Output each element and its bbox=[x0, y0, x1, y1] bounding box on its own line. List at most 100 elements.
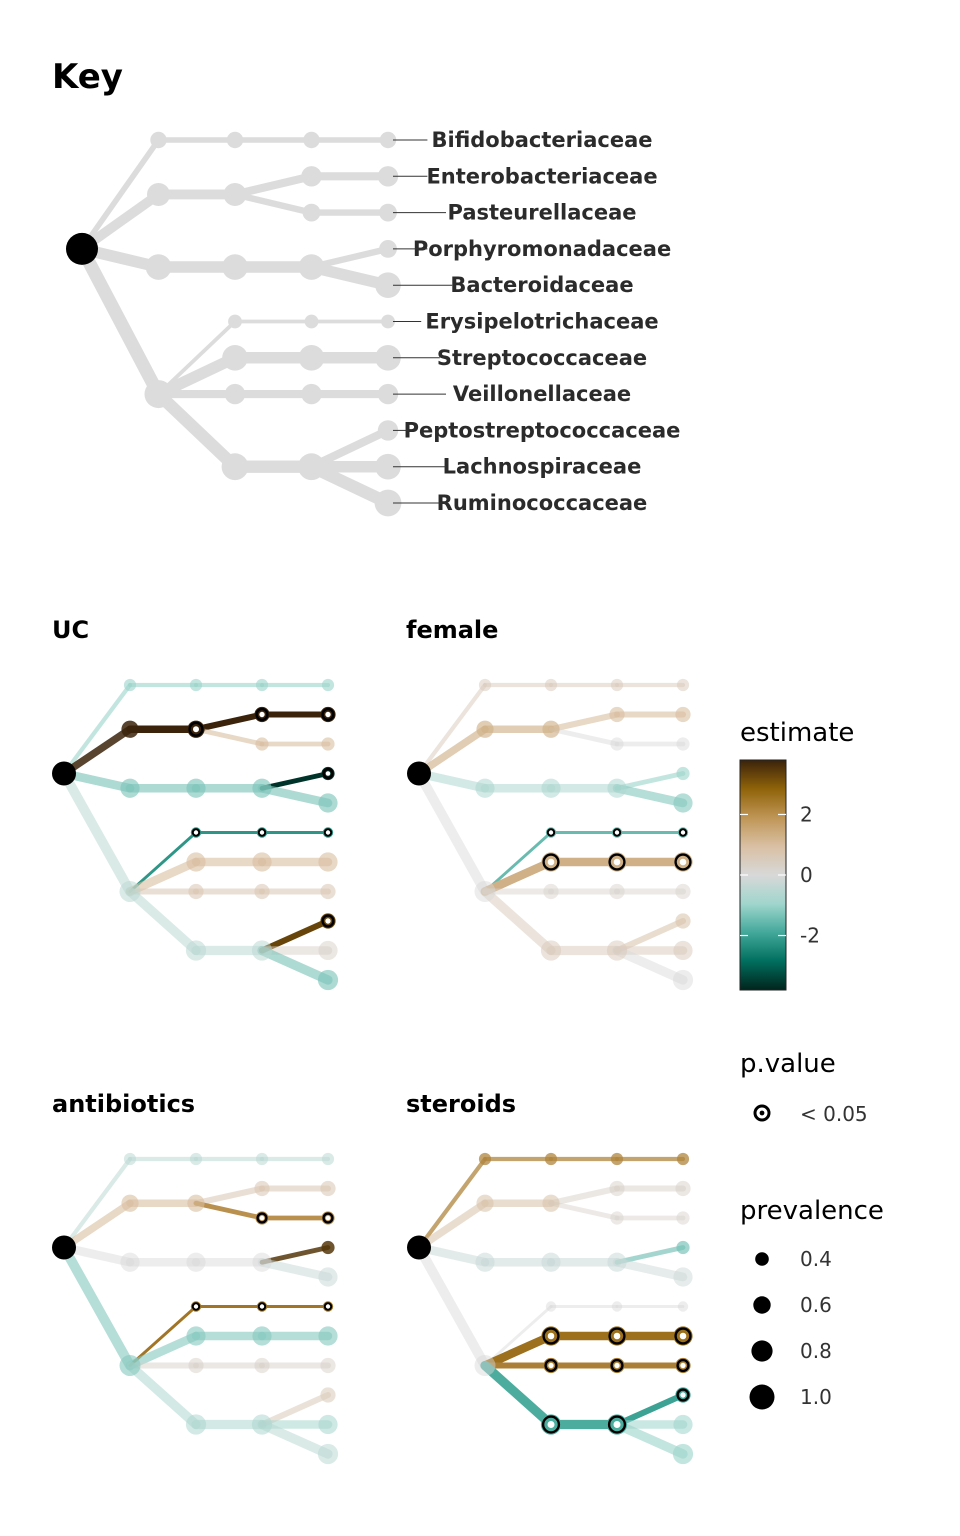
tree-node-H5 bbox=[672, 969, 694, 991]
tree-node-H2 bbox=[251, 940, 273, 961]
tree-node-A bbox=[150, 131, 167, 149]
significance-dot-G3 bbox=[680, 1362, 686, 1369]
prevalence-symbol bbox=[751, 1340, 773, 1362]
family-label: Bifidobacteriaceae bbox=[432, 128, 653, 152]
tree-node-H3 bbox=[377, 420, 399, 441]
tree-node-F3 bbox=[318, 1326, 338, 1346]
tree-node-H4 bbox=[318, 940, 338, 961]
tree-edge-H1 bbox=[480, 1360, 556, 1430]
tree-edge-H5 bbox=[257, 945, 333, 985]
tree-node-A3 bbox=[610, 1152, 624, 1166]
colorbar-tick-label: 2 bbox=[800, 802, 813, 826]
tree-node-C5 bbox=[375, 272, 401, 299]
significance-dot-B4 bbox=[259, 1215, 265, 1221]
significance-dot-E3 bbox=[325, 830, 331, 835]
tree-edge-H3 bbox=[613, 917, 687, 954]
family-label: Ruminococcaceae bbox=[437, 491, 648, 515]
tree-node-G1 bbox=[543, 883, 559, 900]
prevalence-symbol bbox=[755, 1252, 769, 1266]
tree-edge-B bbox=[60, 1199, 134, 1252]
tree-node-B3a bbox=[320, 1180, 336, 1197]
tree-node-C bbox=[120, 1252, 140, 1272]
tree-edge-D bbox=[414, 1242, 490, 1371]
tree-node-E3 bbox=[381, 314, 395, 329]
significance-ring-G3 bbox=[676, 1358, 690, 1373]
tree-root-node bbox=[407, 761, 431, 786]
tree-node-H2 bbox=[251, 1414, 273, 1435]
tree-node-B3 bbox=[254, 1180, 270, 1197]
tree-edge-E1 bbox=[128, 1305, 198, 1367]
tree-edge-B3 bbox=[547, 711, 621, 733]
tree-node-F1 bbox=[186, 852, 206, 872]
tree-edge-B3 bbox=[230, 172, 316, 199]
key-title: Key bbox=[52, 57, 123, 97]
tree-node-B4 bbox=[610, 737, 624, 751]
tree-node-H5 bbox=[317, 969, 339, 991]
tree-edge-F1 bbox=[125, 1331, 201, 1370]
significance-ring-G2 bbox=[610, 1358, 624, 1373]
tree-edge-E1 bbox=[128, 831, 198, 893]
tree-node-B3 bbox=[609, 1180, 625, 1197]
tree-node-A4 bbox=[676, 1152, 690, 1166]
tree-edge-C4 bbox=[614, 771, 686, 791]
tree-node-H5 bbox=[317, 1443, 339, 1465]
tree-edge-F1 bbox=[125, 857, 201, 896]
significance-dot-H3 bbox=[325, 918, 331, 924]
tree-node-B3a bbox=[675, 706, 691, 723]
tree-node-C2 bbox=[541, 1252, 561, 1272]
tree-edge-B3 bbox=[547, 1185, 621, 1207]
tree-edge-B4 bbox=[548, 1200, 620, 1221]
tree-edge-B4 bbox=[193, 726, 265, 747]
prevalence-symbol bbox=[749, 1384, 775, 1410]
tree-node-C3 bbox=[607, 1252, 627, 1272]
family-label: Pasteurellaceae bbox=[448, 201, 637, 225]
tree-node-C bbox=[145, 254, 172, 280]
tree-edge-F1 bbox=[480, 857, 556, 896]
significance-ring-F3 bbox=[674, 853, 692, 871]
significance-ring-E1 bbox=[546, 828, 556, 837]
significance-ring-F1 bbox=[542, 853, 560, 871]
tree-node-G3 bbox=[675, 883, 691, 900]
tree-root-node bbox=[66, 232, 98, 265]
tree-node-D bbox=[144, 380, 173, 409]
tree-node-A4 bbox=[321, 678, 335, 692]
significance-dot-H3 bbox=[680, 1392, 686, 1398]
tree-node-H3 bbox=[675, 913, 691, 929]
significance-dot-G2 bbox=[614, 1362, 620, 1369]
tree-node-B2 bbox=[542, 1194, 560, 1212]
tree-node-G2 bbox=[609, 883, 625, 900]
tree-node-F2 bbox=[252, 852, 272, 872]
tree-node-B4a bbox=[379, 203, 397, 222]
tree-node-A4 bbox=[676, 678, 690, 692]
tree-node-H5 bbox=[374, 489, 402, 517]
tree-node-A4 bbox=[321, 1152, 335, 1166]
significance-dot-E1 bbox=[548, 830, 554, 835]
tree-node-A bbox=[123, 678, 137, 692]
significance-ring-B3 bbox=[255, 707, 269, 722]
significance-dot-C4 bbox=[325, 771, 331, 776]
tree-node-G2 bbox=[301, 383, 322, 405]
significance-dot-E3 bbox=[325, 1304, 331, 1309]
significance-ring-B3a bbox=[321, 707, 335, 722]
panel-title: UC bbox=[52, 616, 89, 644]
tree-node-F1 bbox=[222, 345, 248, 371]
tree-root-node bbox=[52, 761, 76, 786]
significance-dot-F3 bbox=[679, 858, 687, 866]
tree-edge-H1 bbox=[480, 886, 556, 956]
tree-edge-C5 bbox=[305, 261, 394, 291]
tree-node-H5 bbox=[672, 1443, 694, 1465]
tree-node-H4 bbox=[318, 1414, 338, 1435]
tree-node-H3 bbox=[320, 1387, 336, 1403]
tree-node-H2 bbox=[298, 453, 325, 481]
tree-node-B3a bbox=[377, 166, 399, 187]
significance-dot-E2 bbox=[614, 830, 620, 835]
tree-node-D bbox=[119, 881, 141, 902]
tree-node-C4 bbox=[676, 766, 690, 781]
tree-node-E2 bbox=[611, 1301, 623, 1312]
family-label: Porphyromonadaceae bbox=[413, 237, 671, 261]
significance-ring-F1 bbox=[542, 1327, 560, 1345]
tree-edge-C4 bbox=[259, 1245, 331, 1265]
panel-title: female bbox=[406, 616, 498, 644]
tree-node-F2 bbox=[298, 345, 325, 371]
tree-node-E3 bbox=[677, 1301, 689, 1312]
